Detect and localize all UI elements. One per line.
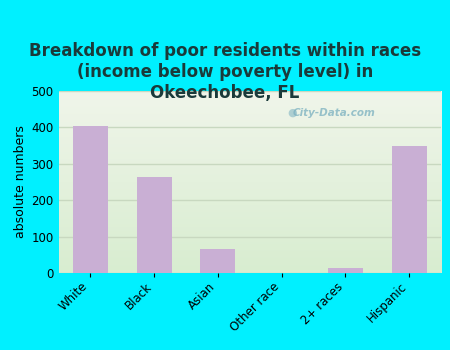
Bar	[392, 146, 427, 273]
Bar	[73, 126, 108, 273]
Text: City-Data.com: City-Data.com	[292, 108, 375, 118]
Text: ●: ●	[287, 108, 297, 118]
Bar	[200, 249, 235, 273]
Bar	[137, 176, 171, 273]
Bar	[328, 267, 363, 273]
Text: Breakdown of poor residents within races
(income below poverty level) in
Okeecho: Breakdown of poor residents within races…	[29, 42, 421, 102]
Y-axis label: absolute numbers: absolute numbers	[14, 126, 27, 238]
